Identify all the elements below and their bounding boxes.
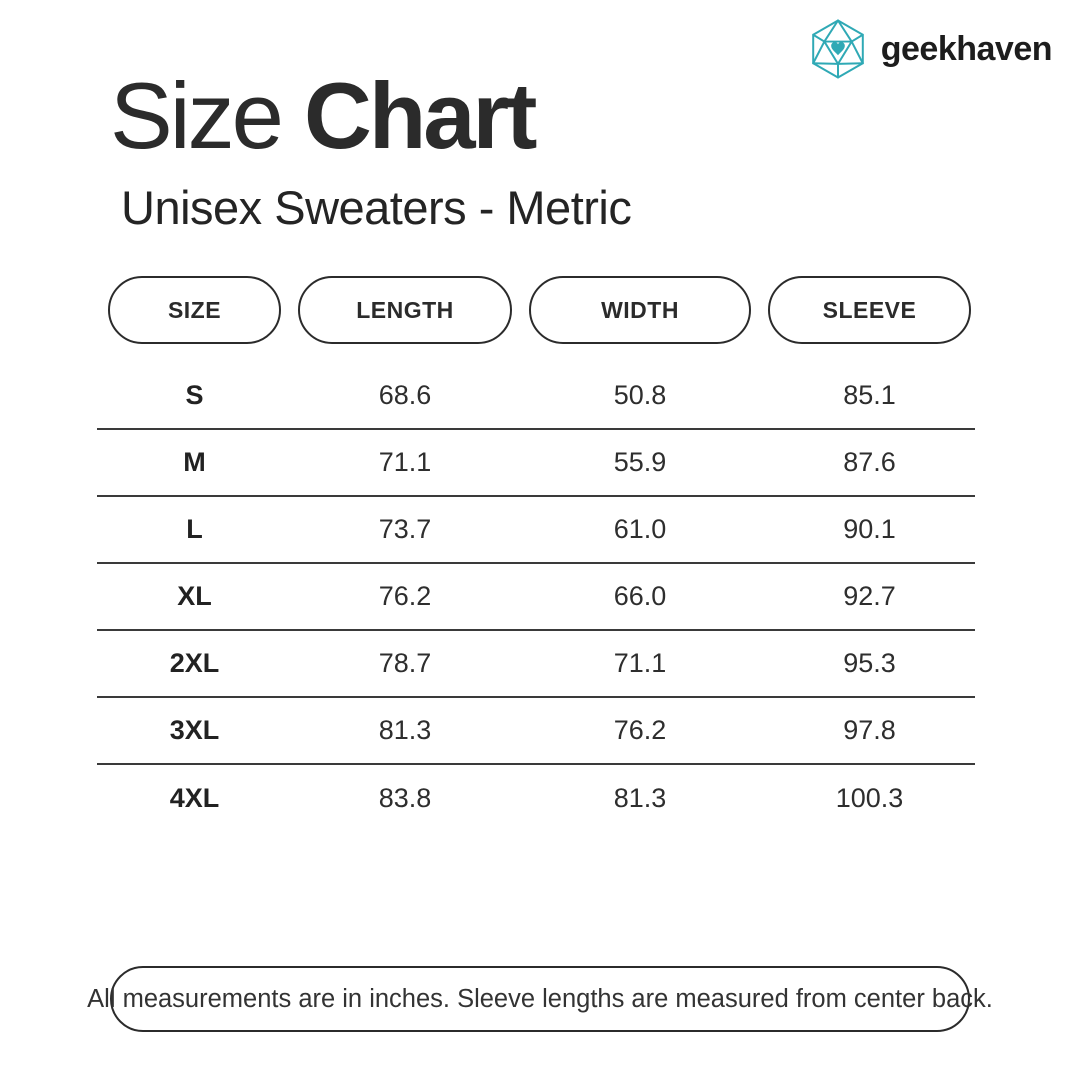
sleeve-cell: 97.8	[843, 715, 896, 745]
size-cell: M	[183, 447, 206, 477]
page-title-bold: Chart	[280, 63, 537, 168]
size-cell: 2XL	[169, 648, 220, 678]
size-table: S 68.6 50.8 85.1 M 71.1 55.9 87.6 L 73.7…	[97, 363, 975, 832]
table-header-row: SIZE LENGTH WIDTH SLEEVE	[108, 276, 971, 344]
column-header-size: SIZE	[108, 276, 281, 344]
length-cell: 78.7	[378, 648, 432, 678]
sleeve-cell: 92.7	[843, 581, 896, 611]
page-title: Size Chart	[110, 63, 537, 168]
sleeve-cell: 87.6	[843, 447, 896, 477]
width-cell: 55.9	[613, 447, 667, 477]
measurement-note: All measurements are in inches. Sleeve l…	[87, 966, 993, 1032]
size-cell: 4XL	[169, 783, 220, 813]
width-cell: 61.0	[613, 514, 667, 544]
brand-name: geekhaven	[880, 29, 1053, 68]
length-cell: 81.3	[378, 715, 432, 745]
table-row: M 71.1 55.9 87.6	[97, 430, 975, 497]
sleeve-cell: 95.3	[843, 648, 896, 678]
width-cell: 76.2	[613, 715, 667, 745]
size-cell: L	[186, 514, 203, 544]
table-row: 2XL 78.7 71.1 95.3	[97, 631, 975, 698]
table-row: S 68.6 50.8 85.1	[97, 363, 975, 430]
width-cell: 66.0	[613, 581, 667, 611]
width-cell: 50.8	[613, 380, 667, 410]
size-cell: XL	[177, 581, 212, 611]
length-cell: 68.6	[378, 380, 432, 410]
size-cell: 3XL	[169, 715, 220, 745]
column-header-length: LENGTH	[298, 276, 512, 344]
page-subtitle: Unisex Sweaters - Metric	[121, 181, 632, 234]
width-cell: 81.3	[613, 783, 667, 813]
page-title-light: Size	[110, 63, 284, 168]
width-cell: 71.1	[613, 648, 667, 678]
column-header-width: WIDTH	[529, 276, 751, 344]
table-row: 4XL 83.8 81.3 100.3	[97, 765, 975, 832]
table-row: L 73.7 61.0 90.1	[97, 497, 975, 564]
length-cell: 76.2	[378, 581, 432, 611]
sleeve-cell: 90.1	[843, 514, 896, 544]
length-cell: 71.1	[378, 447, 432, 477]
length-cell: 73.7	[378, 514, 432, 544]
table-row: 3XL 81.3 76.2 97.8	[97, 698, 975, 765]
table-row: XL 76.2 66.0 92.7	[97, 564, 975, 631]
length-cell: 83.8	[378, 783, 432, 813]
column-header-sleeve: SLEEVE	[768, 276, 971, 344]
size-cell: S	[185, 380, 204, 410]
sleeve-cell: 100.3	[835, 783, 904, 813]
brand-logo: geekhaven	[807, 16, 1053, 82]
sleeve-cell: 85.1	[843, 380, 896, 410]
d20-heart-icon	[811, 19, 864, 79]
